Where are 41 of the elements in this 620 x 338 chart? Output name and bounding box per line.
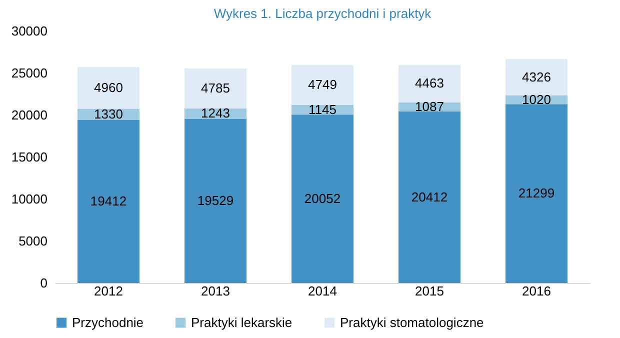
data-label: 4785 — [201, 80, 230, 96]
data-label: 4463 — [415, 76, 444, 91]
data-label: 1243 — [201, 106, 230, 121]
x-tick-label: 2015 — [415, 284, 444, 298]
bar — [292, 65, 354, 105]
x-tick-label: 2016 — [522, 284, 551, 298]
y-tick-label: 10000 — [11, 192, 48, 206]
chart-title: Wykres 1. Liczba przychodni i praktyk — [214, 6, 432, 21]
legend-label: Praktyki stomatologiczne — [340, 314, 484, 330]
y-tick-label: 25000 — [11, 66, 48, 80]
data-label: 21299 — [518, 186, 555, 201]
y-tick-label: 0 — [40, 276, 48, 290]
data-label: 20412 — [411, 189, 448, 204]
bar — [78, 120, 140, 283]
data-label: 1330 — [94, 106, 123, 122]
data-label: 1087 — [415, 98, 444, 114]
data-label: 4749 — [308, 77, 337, 92]
y-tick-label: 20000 — [11, 108, 48, 122]
bar — [398, 112, 460, 283]
data-label: 1145 — [308, 102, 336, 117]
bar — [506, 59, 568, 96]
data-label: 20052 — [304, 190, 341, 206]
x-tick-label: 2013 — [201, 284, 230, 298]
data-label: 19412 — [90, 193, 127, 208]
x-tick-label: 2012 — [94, 284, 123, 298]
bar — [184, 68, 246, 109]
bar — [184, 118, 246, 283]
y-tick-label: 5000 — [18, 234, 48, 248]
y-tick-label: 30000 — [11, 24, 48, 38]
legend-label: Praktyki lekarskie — [191, 314, 292, 330]
data-label: 4960 — [94, 80, 123, 95]
data-label: 19529 — [197, 192, 234, 208]
bar — [398, 64, 460, 102]
bar — [292, 114, 354, 283]
bar — [506, 104, 568, 283]
data-label: 4326 — [522, 69, 551, 84]
y-tick-label: 15000 — [11, 150, 48, 164]
bar — [78, 67, 140, 109]
x-tick-label: 2014 — [308, 284, 337, 298]
data-label: 1020 — [522, 92, 551, 107]
legend-label: Przychodnie — [72, 314, 144, 330]
